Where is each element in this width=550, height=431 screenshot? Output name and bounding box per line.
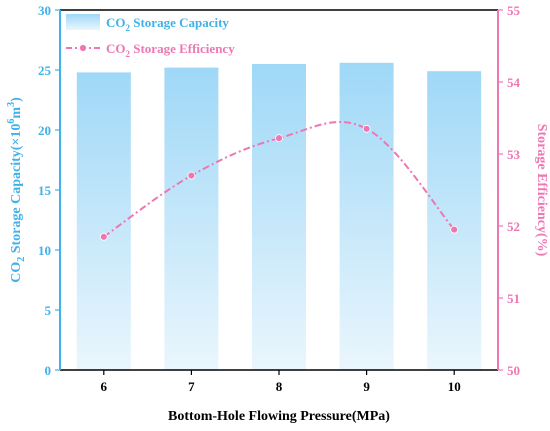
bar-6 [76, 72, 131, 371]
x-axis-title: Bottom-Hole Flowing Pressure(MPa) [168, 409, 390, 424]
right-tick-label-52: 52 [507, 219, 520, 234]
right-tick-label-54: 54 [507, 75, 521, 90]
efficiency-point-9 [362, 124, 371, 133]
right-tick-label-50: 50 [507, 363, 520, 378]
legend: CO2 Storage Capacity CO2 Storage Efficien… [66, 14, 235, 59]
right-tick-label-53: 53 [507, 147, 521, 162]
left-axis-title: CO2 Storage Capacity(×106m3) [6, 97, 27, 283]
bar-7 [164, 67, 219, 370]
left-tick-label-5: 5 [45, 303, 52, 318]
x-tick-label-6: 6 [101, 379, 108, 394]
left-tick-label-30: 30 [38, 3, 51, 18]
right-tick-label-51: 51 [507, 291, 520, 306]
left-tick-label-15: 15 [38, 183, 52, 198]
efficiency-point-7 [187, 171, 196, 180]
x-tick-label-10: 10 [448, 379, 461, 394]
efficiency-point-10 [450, 225, 459, 234]
bar-series [76, 62, 482, 371]
left-tick-label-10: 10 [38, 243, 51, 258]
legend-bar-label: CO2 Storage Capacity [106, 15, 229, 33]
x-tick-label-7: 7 [188, 379, 195, 394]
axes: 6 7 8 9 10 0 5 10 15 20 25 30 50 51 52 53 54 55 [38, 3, 521, 394]
bar-9 [339, 62, 394, 371]
line-series [99, 120, 459, 241]
bar-8 [252, 64, 306, 370]
efficiency-point-6 [99, 232, 108, 241]
x-tick-label-8: 8 [276, 379, 283, 394]
legend-line-marker [79, 44, 87, 52]
left-tick-label-25: 25 [38, 63, 52, 78]
legend-line-label: CO2 Storage Efficiency [106, 41, 235, 59]
right-tick-label-55: 55 [507, 3, 521, 18]
axis-titles: Bottom-Hole Flowing Pressure(MPa) CO2 Sto… [6, 97, 549, 424]
legend-bar-swatch [66, 14, 100, 30]
left-tick-label-0: 0 [45, 363, 52, 378]
left-tick-label-20: 20 [38, 123, 51, 138]
efficiency-point-8 [275, 134, 283, 143]
right-axis-title: Storage Efficiency(%) [534, 124, 549, 257]
bar-10 [427, 71, 482, 370]
x-tick-label-9: 9 [363, 379, 370, 394]
